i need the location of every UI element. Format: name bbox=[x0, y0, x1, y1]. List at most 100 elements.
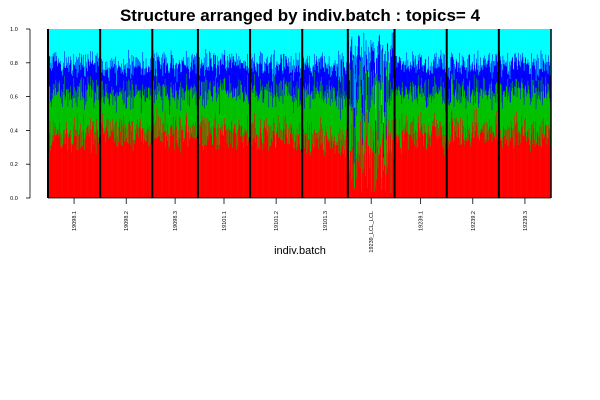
bar-segment bbox=[108, 98, 110, 139]
bar-segment bbox=[509, 102, 511, 141]
bar-segment bbox=[214, 128, 216, 198]
bar-segment bbox=[203, 64, 205, 100]
bar-segment bbox=[484, 55, 486, 79]
bar-segment bbox=[59, 132, 61, 198]
bar-segment bbox=[251, 145, 253, 198]
bar-segment bbox=[449, 79, 451, 106]
bar-segment bbox=[244, 68, 245, 101]
bar-segment bbox=[328, 56, 330, 81]
bar-segment bbox=[281, 129, 282, 198]
bar-segment bbox=[339, 29, 341, 77]
bar-segment bbox=[154, 103, 156, 139]
bar-segment bbox=[538, 145, 540, 198]
bar-segment bbox=[128, 120, 130, 198]
bar-segment bbox=[276, 64, 278, 85]
bar-segment bbox=[76, 77, 78, 107]
bar-segment bbox=[488, 60, 490, 95]
bar-segment bbox=[215, 29, 217, 69]
bar-segment bbox=[484, 142, 486, 198]
bar-segment bbox=[175, 119, 176, 198]
bar-segment bbox=[377, 29, 379, 55]
bar-segment bbox=[491, 29, 493, 61]
bar-segment bbox=[387, 102, 389, 168]
bar-segment bbox=[547, 61, 549, 84]
bar-segment bbox=[327, 93, 329, 141]
bar-segment bbox=[169, 29, 171, 73]
bar-segment bbox=[335, 99, 337, 146]
bar-segment bbox=[373, 29, 375, 49]
bar-segment bbox=[262, 102, 264, 150]
bar-segment bbox=[180, 29, 181, 64]
bar-segment bbox=[479, 92, 481, 141]
bar-segment bbox=[477, 79, 479, 123]
bar-segment bbox=[220, 29, 222, 60]
bar-segment bbox=[230, 59, 232, 84]
bar-segment bbox=[105, 61, 106, 84]
bar-segment bbox=[272, 81, 274, 108]
bar-segment bbox=[539, 69, 540, 99]
bar-segment bbox=[178, 64, 180, 100]
bar-segment bbox=[69, 134, 71, 198]
bar-segment bbox=[213, 125, 215, 198]
bar-segment bbox=[391, 119, 393, 198]
bar-segment bbox=[534, 93, 536, 140]
bar-segment bbox=[451, 79, 453, 112]
bar-segment bbox=[278, 98, 280, 138]
bar-segment bbox=[122, 29, 124, 72]
bar-segment bbox=[120, 144, 122, 198]
bar-segment bbox=[296, 99, 298, 151]
bar-segment bbox=[371, 43, 373, 101]
bar-segment bbox=[407, 59, 409, 95]
bar-segment bbox=[258, 29, 260, 64]
bar-segment bbox=[543, 29, 545, 61]
bar-segment bbox=[535, 80, 537, 110]
bar-segment bbox=[115, 29, 117, 57]
bar-segment bbox=[373, 69, 375, 141]
bar-segment bbox=[361, 113, 363, 139]
bar-segment bbox=[208, 89, 210, 122]
bar-segment bbox=[376, 29, 377, 58]
bar-segment bbox=[64, 143, 66, 198]
bar-segment bbox=[214, 29, 216, 56]
bar-segment bbox=[353, 163, 355, 190]
bar-segment bbox=[316, 29, 318, 57]
bar-segment bbox=[153, 58, 155, 81]
bar-segment bbox=[246, 145, 248, 198]
bar-segment bbox=[365, 100, 367, 176]
bar-segment bbox=[120, 91, 122, 132]
bar-segment bbox=[281, 29, 283, 59]
bar-segment bbox=[339, 87, 341, 129]
bar-segment bbox=[163, 29, 165, 52]
bar-segment bbox=[52, 29, 54, 54]
bar-segment bbox=[454, 63, 456, 97]
bar-segment bbox=[181, 71, 182, 98]
bar-segment bbox=[226, 29, 228, 68]
bar-segment bbox=[521, 126, 523, 198]
bar-segment bbox=[137, 89, 139, 128]
bar-segment bbox=[251, 68, 253, 93]
bar-segment bbox=[227, 55, 229, 91]
bar-segment bbox=[436, 93, 438, 140]
bar-segment bbox=[370, 95, 372, 126]
bar-segment bbox=[196, 137, 198, 198]
bar-segment bbox=[453, 94, 455, 142]
bar-segment bbox=[111, 66, 112, 95]
bar-segment bbox=[181, 97, 182, 130]
bar-segment bbox=[162, 124, 163, 198]
bar-segment bbox=[170, 63, 172, 88]
bar-segment bbox=[407, 132, 409, 198]
bar-segment bbox=[429, 97, 431, 138]
bar-segment bbox=[542, 29, 544, 72]
bar-segment bbox=[293, 129, 295, 198]
bar-segment bbox=[366, 112, 368, 198]
bar-segment bbox=[209, 52, 211, 92]
bar-segment bbox=[398, 140, 400, 198]
bar-segment bbox=[233, 129, 235, 198]
bar-segment bbox=[96, 119, 98, 198]
bar-segment bbox=[216, 29, 218, 78]
bar-segment bbox=[235, 132, 237, 198]
bar-segment bbox=[139, 29, 141, 67]
bar-segment bbox=[406, 131, 408, 198]
bar-segment bbox=[201, 62, 203, 83]
bar-segment bbox=[452, 84, 454, 118]
